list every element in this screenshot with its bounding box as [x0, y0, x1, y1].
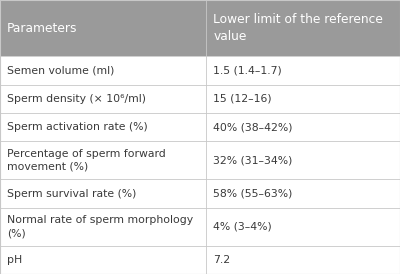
Bar [206, 246, 400, 274]
Text: 4% (3–4%): 4% (3–4%) [213, 222, 272, 232]
Text: Semen volume (ml): Semen volume (ml) [7, 65, 114, 76]
Bar [0, 85, 206, 113]
Text: Lower limit of the reference
value: Lower limit of the reference value [213, 13, 383, 43]
Text: pH: pH [7, 255, 22, 265]
Bar [206, 85, 400, 113]
Bar [0, 56, 206, 85]
Text: Sperm survival rate (%): Sperm survival rate (%) [7, 189, 136, 198]
Text: Parameters: Parameters [7, 22, 78, 35]
Text: 1.5 (1.4–1.7): 1.5 (1.4–1.7) [213, 65, 282, 76]
Bar [0, 246, 206, 274]
Bar [0, 208, 206, 246]
Bar [0, 0, 206, 56]
Bar [206, 208, 400, 246]
Bar [206, 113, 400, 141]
Text: Percentage of sperm forward
movement (%): Percentage of sperm forward movement (%) [7, 149, 166, 172]
Text: Sperm density (× 10⁶/ml): Sperm density (× 10⁶/ml) [7, 94, 146, 104]
Text: 7.2: 7.2 [213, 255, 230, 265]
Bar [206, 0, 400, 56]
Bar [206, 179, 400, 208]
Text: 58% (55–63%): 58% (55–63%) [213, 189, 292, 198]
Text: 40% (38–42%): 40% (38–42%) [213, 122, 293, 132]
Text: 32% (31–34%): 32% (31–34%) [213, 155, 292, 165]
Bar [0, 179, 206, 208]
Bar [206, 141, 400, 179]
Bar [0, 113, 206, 141]
Text: Normal rate of sperm morphology
(%): Normal rate of sperm morphology (%) [7, 215, 193, 238]
Bar [206, 56, 400, 85]
Bar [0, 141, 206, 179]
Text: 15 (12–16): 15 (12–16) [213, 94, 272, 104]
Text: Sperm activation rate (%): Sperm activation rate (%) [7, 122, 148, 132]
